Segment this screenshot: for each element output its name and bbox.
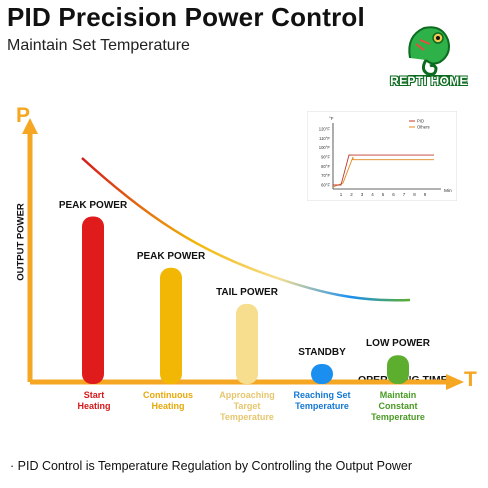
power-bar-4 <box>311 364 333 384</box>
page-subtitle: Maintain Set Temperature <box>7 37 190 54</box>
inset-series-others <box>332 156 434 188</box>
power-curve <box>81 157 411 302</box>
inset-y-tick: 70°F <box>321 173 330 178</box>
inset-x-tick: 3 <box>361 192 364 197</box>
power-bar-1 <box>82 216 104 384</box>
logo-text: REPTI HOME <box>390 74 468 88</box>
temperature-inset-chart: °F 120°F 110°F 100°F 90°F 80°F 70°F 60°F 1 2 3 4 5 6 7… <box>306 110 458 202</box>
y-axis-arrow <box>22 118 38 134</box>
bar-label-2: PEAK POWER <box>136 250 206 262</box>
inset-x-tick: 7 <box>403 192 406 197</box>
inset-x-unit: Min <box>444 188 452 194</box>
chameleon-icon <box>405 20 453 77</box>
inset-x-tick: 9 <box>424 192 427 197</box>
stage-label-2: Continuous Heating <box>143 390 193 411</box>
page-title: PID Precision Power Control <box>7 2 365 32</box>
inset-unit: °F <box>329 116 334 121</box>
power-bar-2 <box>160 267 182 384</box>
power-bar-5 <box>387 355 409 384</box>
inset-y-tick: 110°F <box>319 136 330 141</box>
stage-label-1: Start Heating <box>77 390 111 411</box>
inset-y-tick: 60°F <box>321 183 330 188</box>
inset-x-tick: 2 <box>350 192 353 197</box>
x-axis-arrow <box>446 374 464 390</box>
bar-label-4: STANDBY <box>298 347 346 358</box>
y-axis-letter: P <box>16 104 31 127</box>
inset-legend-label: Others <box>417 125 430 130</box>
inset-legend-label: PID <box>417 119 424 124</box>
inset-series-pid <box>333 154 434 186</box>
inset-y-tick: 100°F <box>319 145 331 150</box>
inset-frame <box>306 110 458 202</box>
stage-label-5: Maintain Constant Temperature <box>371 390 425 422</box>
inset-x-tick: 8 <box>413 192 416 197</box>
stage-label-4: Reaching Set Temperature <box>293 390 351 411</box>
bar-label-1: PEAK POWER <box>58 199 128 211</box>
inset-y-tick: 120°F <box>319 127 331 132</box>
inset-x-tick: 1 <box>340 192 343 197</box>
inset-y-tick: 90°F <box>321 155 330 160</box>
inset-x-tick: 4 <box>371 192 374 197</box>
inset-y-tick: 80°F <box>321 164 330 169</box>
inset-x-tick: 5 <box>382 192 385 197</box>
bar-label-3: TAIL POWER <box>216 286 278 298</box>
power-bar-3 <box>236 303 258 384</box>
stage-label-3: Approaching Target Temperature <box>219 390 275 422</box>
footer-note: · PID Control is Temperature Regulation … <box>10 459 413 473</box>
x-axis-letter: T <box>464 368 477 391</box>
bar-label-5: LOW POWER <box>366 338 430 350</box>
inset-x-tick: 6 <box>392 192 395 197</box>
